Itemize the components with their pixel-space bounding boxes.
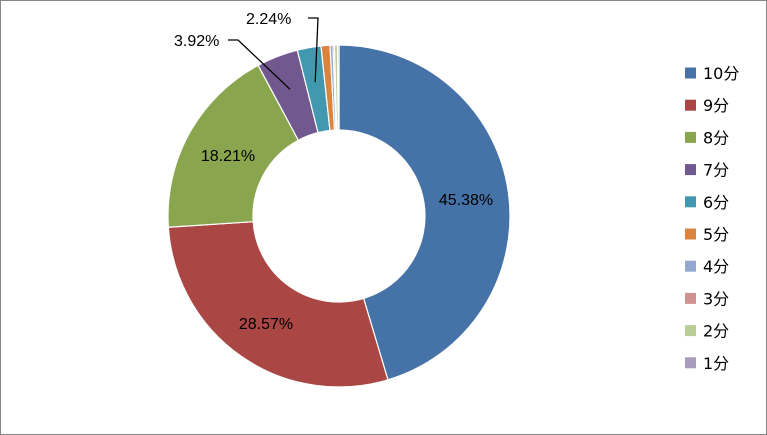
legend-swatch-10-points: [685, 67, 696, 79]
data-label-8-points: 18.21%: [201, 148, 255, 165]
legend-swatch-9-points: [685, 99, 696, 111]
legend-swatch-4-points: [685, 260, 696, 272]
legend-label-2-points: 2分: [703, 322, 729, 341]
legend-swatch-5-points: [685, 228, 696, 240]
legend-swatch-7-points: [685, 164, 696, 176]
legend-swatch-6-points: [685, 196, 696, 208]
legend-label-10-points: 10分: [703, 64, 739, 83]
slice-1-points: [336, 44, 340, 131]
leader-line-6-points: [308, 17, 319, 83]
legend-label-9-points: 9分: [703, 96, 729, 115]
legend-swatch-8-points: [685, 131, 696, 143]
legend-label-1-points: 1分: [703, 354, 729, 373]
data-label-10-points: 45.38%: [439, 192, 493, 209]
slice-9-points: [167, 221, 389, 388]
data-label-7-points: 3.92%: [174, 33, 219, 50]
slice-8-points: [167, 64, 300, 228]
legend-label-6-points: 6分: [703, 193, 729, 212]
slice-10-points: [338, 44, 511, 381]
legend-label-7-points: 7分: [703, 161, 729, 180]
legend-label-3-points: 3分: [703, 289, 729, 308]
legend-swatch-2-points: [685, 325, 696, 337]
legend-label-5-points: 5分: [703, 225, 729, 244]
data-label-6-points: 2.24%: [246, 11, 291, 28]
legend-swatch-1-points: [685, 357, 696, 369]
legend-swatch-3-points: [685, 292, 696, 304]
legend-label-4-points: 4分: [703, 257, 729, 276]
legend-label-8-points: 8分: [703, 128, 729, 147]
data-label-9-points: 28.57%: [239, 316, 293, 333]
leader-line-7-points: [228, 39, 291, 90]
